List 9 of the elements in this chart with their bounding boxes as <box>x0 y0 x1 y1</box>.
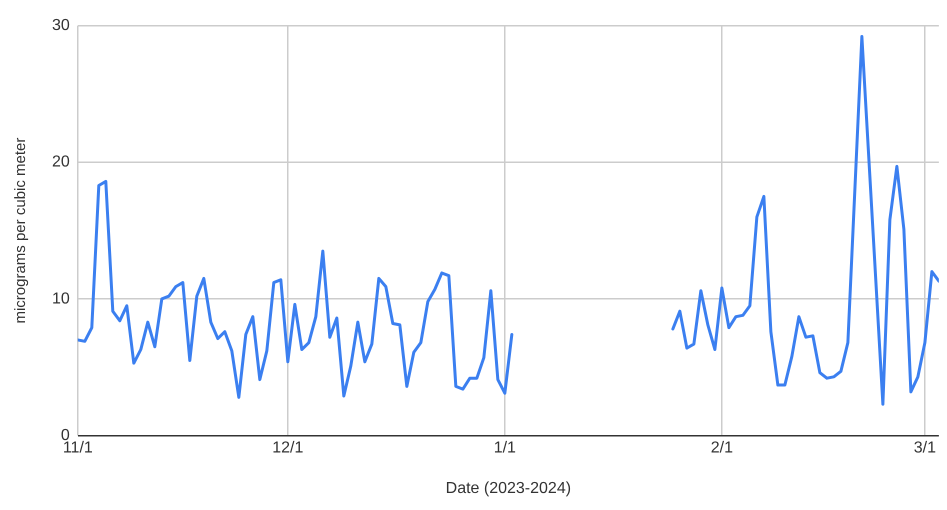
x-tick-label: 3/1 <box>914 440 936 457</box>
x-tick-label: 1/1 <box>494 440 516 457</box>
y-tick-label: 20 <box>52 154 70 171</box>
y-tick-label: 10 <box>52 290 70 308</box>
x-axis-title: Date (2023-2024) <box>446 480 572 497</box>
y-tick-label: 30 <box>52 17 70 34</box>
x-tick-label: 2/1 <box>710 440 734 457</box>
x-tick-label: 12/1 <box>272 440 304 457</box>
y-axis-title: micrograms per cubic meter <box>12 138 30 324</box>
